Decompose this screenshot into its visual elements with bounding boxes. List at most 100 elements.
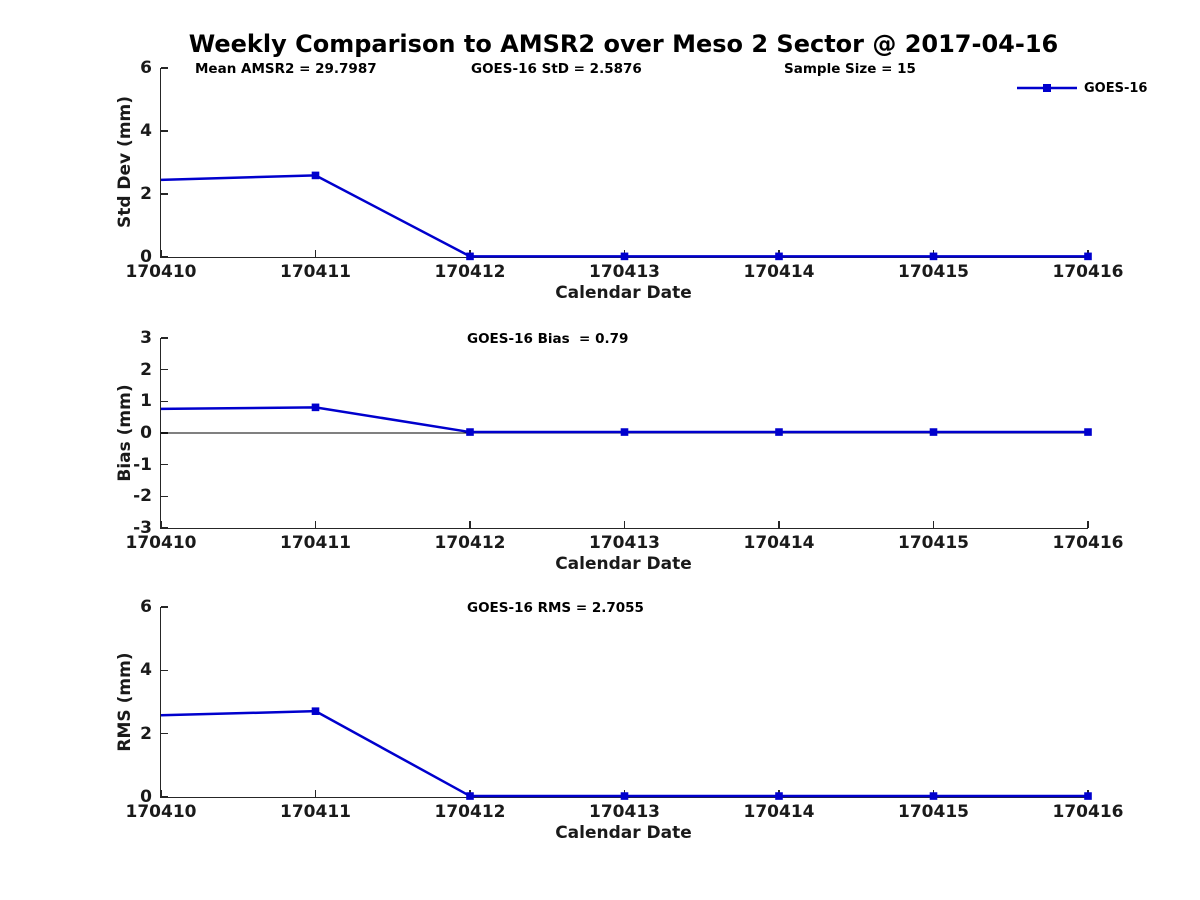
y-tick-label: 1 (140, 391, 152, 412)
x-tick-mark (314, 250, 317, 257)
y-tick-mark (161, 337, 168, 339)
data-marker (1084, 428, 1092, 436)
x-tick-label: 170411 (280, 802, 351, 822)
data-marker (620, 252, 629, 261)
plot-area-std-dev: GOES-16 0 2 4 6 170410 170411 170412 170413 1704… (126, 58, 1148, 282)
data-marker (311, 707, 320, 715)
series-plot-std-dev (160, 171, 1092, 261)
figure-title: Weekly Comparison to AMSR2 over Meso 2 S… (188, 30, 1059, 58)
data-marker (620, 428, 629, 436)
x-tick-label: 170410 (125, 802, 197, 822)
plot-area-bias: 3 2 1 0 -1 -2 -3 170410 170411 170412 170413 170414… (126, 328, 1124, 553)
data-marker (466, 792, 474, 800)
y-tick-label: 4 (140, 121, 152, 141)
data-line (160, 174, 1088, 258)
data-marker (620, 792, 629, 800)
y-tick-label: -2 (133, 486, 152, 507)
y-tick-label: 2 (140, 723, 152, 744)
y-tick-label: 0 (140, 787, 152, 807)
x-tick-mark (623, 521, 626, 528)
y-tick-mark (161, 130, 168, 132)
stat-annotation: GOES-16 RMS = 2.7055 (467, 600, 644, 616)
y-tick-mark (161, 732, 168, 735)
data-marker (466, 428, 474, 436)
legend-label: GOES-16 (1084, 80, 1148, 96)
y-tick-label: 2 (140, 359, 152, 380)
data-marker (929, 252, 938, 261)
subplot-bias: Bias (mm) 3 2 1 0 -1 -2 -3 170410 170411 170412 17… (0, 328, 1200, 588)
y-tick-label: -1 (133, 454, 152, 475)
y-tick-mark (161, 193, 168, 195)
x-axis-label-std-dev: Calendar Date (555, 283, 692, 303)
data-marker (929, 792, 938, 800)
y-tick-label: -3 (133, 518, 152, 538)
y-tick-mark (161, 463, 168, 466)
subplot-rms: RMS (mm) 0 2 4 6 170410 170411 170412 170413 170… (0, 597, 1200, 857)
x-tick-mark (932, 521, 935, 528)
y-tick-label: 4 (140, 660, 152, 681)
x-tick-mark (314, 521, 317, 528)
x-tick-label: 170412 (434, 802, 506, 822)
x-tick-mark (1087, 521, 1089, 528)
y-tick-label: 0 (140, 247, 152, 267)
x-tick-label: 170415 (898, 262, 969, 282)
x-tick-mark (778, 521, 780, 528)
x-tick-label: 170416 (1052, 533, 1124, 553)
y-tick-mark (161, 796, 168, 798)
x-tick-label: 170413 (589, 262, 660, 282)
subplot-std-dev: Std Dev (mm) GOES-16 0 2 4 6 170410 170411 170… (0, 58, 1200, 318)
x-tick-mark (160, 521, 162, 528)
y-tick-mark (161, 606, 168, 608)
stat-annotation: Sample Size = 15 (784, 61, 916, 77)
y-tick-mark (161, 495, 168, 498)
x-tick-mark (469, 521, 471, 528)
y-tick-mark (161, 400, 168, 403)
legend: GOES-16 (1016, 80, 1147, 96)
data-marker (311, 171, 320, 180)
x-tick-label: 170414 (743, 533, 815, 553)
x-axis-label-bias: Calendar Date (555, 554, 692, 574)
x-tick-label: 170415 (898, 802, 969, 822)
stat-annotation: Mean AMSR2 = 29.7987 (195, 61, 377, 77)
x-tick-label: 170416 (1052, 262, 1124, 282)
x-tick-mark (160, 250, 162, 257)
plot-area-rms: 0 2 4 6 170410 170411 170412 170413 170414 170415… (126, 597, 1124, 822)
data-marker (311, 403, 320, 412)
data-marker (775, 792, 783, 800)
x-tick-label: 170413 (589, 533, 660, 553)
y-tick-label: 6 (140, 58, 152, 78)
y-axis-label-std-dev: Std Dev (mm) (115, 95, 135, 229)
data-marker (775, 252, 783, 261)
y-tick-label: 2 (140, 184, 152, 204)
data-marker (466, 252, 474, 261)
y-tick-label: 0 (140, 423, 152, 443)
y-tick-label: 6 (140, 597, 152, 617)
legend-line-marker-icon (1017, 84, 1077, 92)
data-line (160, 709, 1088, 798)
x-tick-label: 170410 (125, 262, 197, 282)
x-tick-label: 170415 (898, 533, 969, 553)
data-marker (1084, 792, 1092, 800)
x-tick-label: 170414 (743, 802, 815, 822)
y-tick-mark (161, 368, 168, 371)
x-tick-label: 170411 (280, 533, 351, 553)
series-plot-bias (160, 403, 1092, 436)
stat-annotation: GOES-16 StD = 2.5876 (471, 61, 642, 77)
series-plot-rms (160, 707, 1092, 800)
y-tick-mark (161, 669, 168, 672)
x-tick-label: 170414 (743, 262, 815, 282)
x-tick-label: 170412 (434, 262, 506, 282)
y-tick-mark (161, 67, 168, 69)
y-tick-label: 3 (140, 328, 152, 348)
x-tick-label: 170410 (125, 533, 197, 553)
x-tick-mark (160, 790, 162, 797)
data-marker (929, 428, 938, 436)
data-marker (1084, 252, 1092, 261)
data-marker (775, 428, 783, 436)
x-tick-label: 170412 (434, 533, 506, 553)
y-tick-mark (161, 256, 168, 258)
y-tick-mark (161, 527, 168, 529)
y-axis-label-bias: Bias (mm) (115, 384, 135, 482)
x-tick-mark (314, 790, 317, 797)
